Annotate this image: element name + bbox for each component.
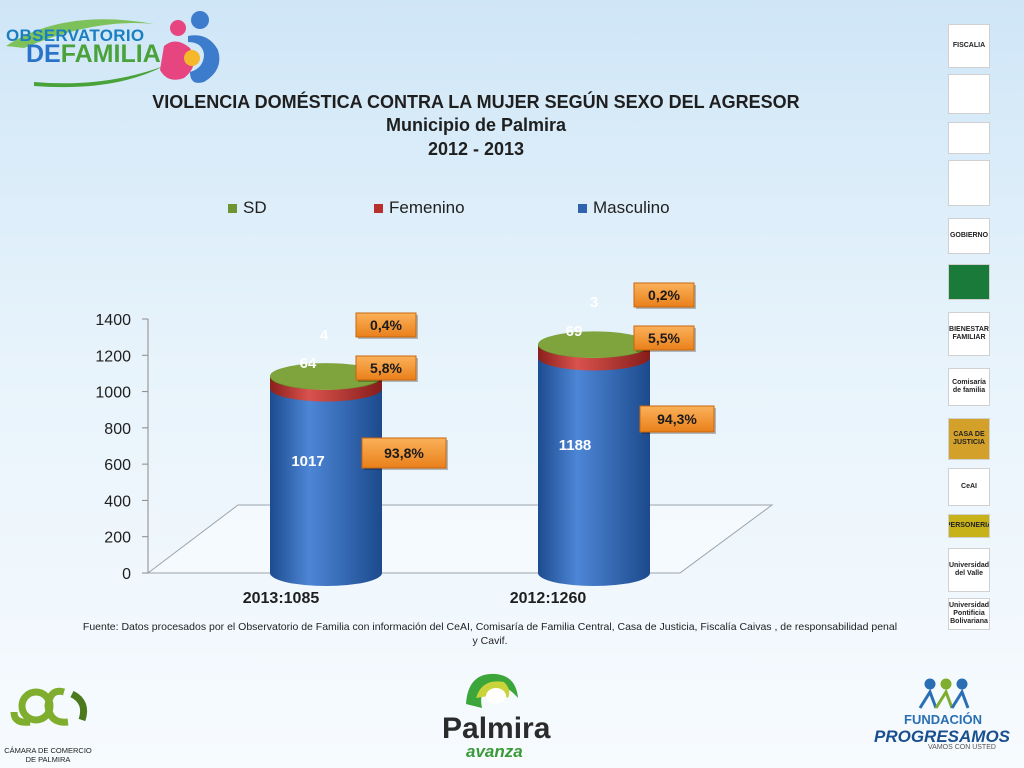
upb-logo: Universidad Pontificia Bolivariana <box>948 598 990 630</box>
pct-label-masculino: 93,8% <box>384 445 424 461</box>
pct-callout-box <box>361 437 447 469</box>
value-label-masculino: 1017 <box>291 453 324 470</box>
y-tick-label: 200 <box>104 530 131 547</box>
logo-text-observatorio: OBSERVATORIO <box>6 26 145 45</box>
fiscalia-logo-label: FISCALIA <box>952 42 986 49</box>
legend-item-sd: SD <box>228 198 267 218</box>
progresamos-figures-icon <box>918 678 970 709</box>
fiscalia-logo: FISCALIA <box>948 24 990 68</box>
chart-titles: VIOLENCIA DOMÉSTICA CONTRA LA MUJER SEGÚ… <box>0 92 952 160</box>
value-label-femenino: 69 <box>566 323 583 340</box>
y-tick-label: 1200 <box>95 348 131 365</box>
chart-title: VIOLENCIA DOMÉSTICA CONTRA LA MUJER SEGÚ… <box>152 92 800 112</box>
value-label-femenino: 64 <box>300 355 317 372</box>
legend-item-masculino: Masculino <box>578 198 670 218</box>
medicina-legal-logo <box>948 122 990 154</box>
value-label-sd: 3 <box>590 294 598 311</box>
ccp-icon <box>10 687 88 726</box>
y-tick-label: 600 <box>104 457 131 474</box>
progresamos-tagline: VAMOS CON USTED <box>928 744 996 751</box>
personeria-logo: PERSONERIA <box>948 514 990 538</box>
pct-label-femenino: 5,5% <box>648 330 680 346</box>
pct-callout-box <box>633 325 695 351</box>
x-category-label: 2012:1260 <box>510 590 587 607</box>
y-tick-label: 1400 <box>95 312 131 329</box>
chart-legend: SD Femenino Masculino <box>0 198 952 222</box>
legend-label-masculino: Masculino <box>593 198 670 217</box>
pct-callout-box <box>355 312 417 338</box>
progresamos-label: PROGRESAMOS <box>874 727 1011 746</box>
bar-top-0 <box>270 363 382 390</box>
gobierno-logo-label: GOBIERNO <box>949 232 989 239</box>
bar-segment-masculino-0 <box>270 388 382 586</box>
x-category-label: 2013:1085 <box>243 590 320 607</box>
pct-label-sd: 0,4% <box>370 317 402 333</box>
fundacion-progresamos-logo <box>870 678 1010 758</box>
y-tick-label: 0 <box>122 566 131 583</box>
pct-label-femenino: 5,8% <box>370 360 402 376</box>
personeria-logo-label: PERSONERIA <box>948 522 990 529</box>
chart-floor <box>146 504 774 574</box>
univalle-logo: Universidad del Valle <box>948 548 990 592</box>
bienestar-familiar-logo: BIENESTAR FAMILIAR <box>948 312 990 356</box>
legend-label-femenino: Femenino <box>389 198 465 217</box>
family-icon <box>6 11 220 88</box>
bars-layer <box>270 331 650 586</box>
chart-subtitle: Municipio de Palmira <box>385 115 567 135</box>
bienestar-familiar-logo-label: BIENESTAR FAMILIAR <box>949 326 989 341</box>
legend-swatch-femenino <box>374 203 383 213</box>
logo-text-familia: DEFAMILIA <box>26 40 161 68</box>
bar-top-1 <box>538 331 650 358</box>
casa-justicia-logo: CASA DE JUSTICIA <box>948 418 990 460</box>
value-label-sd: 4 <box>320 327 329 344</box>
police-logo <box>948 74 990 114</box>
y-tick-label: 400 <box>104 493 131 510</box>
avanza-text: avanza <box>466 742 523 761</box>
pct-label-sd: 0,2% <box>648 287 680 303</box>
palmira-icon <box>466 673 518 708</box>
comisaria-logo-label: Comisaría de familia <box>952 379 986 394</box>
legend-swatch-masculino <box>578 203 587 213</box>
legend-item-femenino: Femenino <box>374 198 465 218</box>
ceai-logo: CeAI <box>948 468 990 506</box>
camara-comercio-logo <box>2 676 98 766</box>
labels-layer: 1017 93,8% 1188 94,3% 64 5,8% 69 5,5% 4 0,4% 3 0,2% <box>291 282 716 470</box>
y-tick-label: 800 <box>104 421 131 438</box>
palmira-avanza-logo <box>438 668 548 764</box>
legend-swatch-sd <box>228 203 237 213</box>
palmira-text: Palmira <box>442 712 551 745</box>
value-label-masculino: 1188 <box>559 437 592 454</box>
chart-period: 2012 - 2013 <box>427 139 525 159</box>
casa-justicia-logo-label: CASA DE JUSTICIA <box>953 431 985 446</box>
univalle-logo-label: Universidad del Valle <box>948 562 990 577</box>
ccp-label: CÁMARA DE COMERCIO DE PALMIRA <box>4 746 92 764</box>
ceai-logo-label: CeAI <box>961 483 977 490</box>
bar-segment-masculino-1 <box>538 357 650 586</box>
pct-callout-box <box>639 405 715 433</box>
red-logo <box>948 160 990 206</box>
pct-callout-box <box>355 355 417 381</box>
legend-label-sd: SD <box>243 198 267 217</box>
y-tick-label: 1000 <box>95 385 131 402</box>
pct-label-masculino: 94,3% <box>657 411 697 427</box>
comisaria-logo: Comisaría de familia <box>948 368 990 406</box>
pct-callout-box <box>633 282 695 308</box>
observatorio-familia-logo <box>4 6 224 88</box>
fundacion-label: FUNDACIÓN <box>904 712 982 727</box>
stacked-cylinder-chart: 0 200 400 600 800 1000 1200 1400 2013:1085 2012:1… <box>95 282 774 607</box>
gobierno-logo: GOBIERNO <box>948 218 990 254</box>
upb-logo-label: Universidad Pontificia Bolivariana <box>948 602 990 625</box>
source-note: Fuente: Datos procesados por el Observat… <box>82 621 898 647</box>
green-logo <box>948 264 990 300</box>
